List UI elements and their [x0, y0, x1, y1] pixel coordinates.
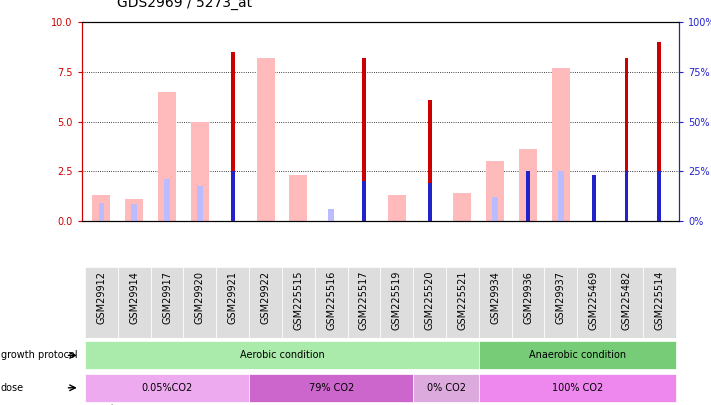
- Bar: [454, 193, 471, 221]
- Text: GSM29921: GSM29921: [228, 271, 237, 324]
- Text: count: count: [87, 404, 115, 405]
- Bar: [492, 197, 498, 221]
- Bar: [380, 267, 413, 338]
- Bar: [592, 175, 596, 221]
- Text: GSM225517: GSM225517: [359, 271, 369, 330]
- Bar: [526, 171, 530, 221]
- Bar: [282, 267, 315, 338]
- Text: dose: dose: [1, 383, 24, 393]
- Bar: [85, 267, 118, 338]
- Text: Aerobic condition: Aerobic condition: [240, 350, 324, 360]
- Bar: [257, 58, 274, 221]
- Bar: [446, 267, 479, 338]
- Bar: [151, 267, 183, 338]
- Bar: [479, 374, 675, 402]
- Bar: [362, 181, 366, 221]
- Text: GSM29936: GSM29936: [523, 271, 533, 324]
- Text: GDS2969 / 5273_at: GDS2969 / 5273_at: [117, 0, 252, 10]
- Bar: [387, 195, 406, 221]
- Text: GSM225482: GSM225482: [621, 271, 631, 330]
- Text: GSM29934: GSM29934: [491, 271, 501, 324]
- Bar: [348, 267, 380, 338]
- Text: GSM225521: GSM225521: [457, 271, 467, 330]
- Text: GSM225516: GSM225516: [326, 271, 336, 330]
- Bar: [164, 179, 170, 221]
- Bar: [118, 267, 151, 338]
- Text: GSM29920: GSM29920: [195, 271, 205, 324]
- Bar: [249, 267, 282, 338]
- Bar: [658, 171, 661, 221]
- Bar: [552, 68, 570, 221]
- Bar: [99, 203, 105, 221]
- Bar: [328, 209, 334, 221]
- Bar: [486, 161, 504, 221]
- Text: GSM225515: GSM225515: [294, 271, 304, 330]
- Bar: [191, 122, 209, 221]
- Bar: [315, 267, 348, 338]
- Bar: [545, 267, 577, 338]
- Bar: [197, 186, 203, 221]
- Text: GSM29922: GSM29922: [260, 271, 270, 324]
- Text: GSM29917: GSM29917: [162, 271, 172, 324]
- Bar: [132, 204, 137, 221]
- Bar: [558, 171, 564, 221]
- Text: 100% CO2: 100% CO2: [552, 383, 603, 393]
- Bar: [519, 149, 537, 221]
- Bar: [577, 267, 610, 338]
- Text: 0% CO2: 0% CO2: [427, 383, 466, 393]
- Bar: [512, 267, 545, 338]
- Bar: [125, 199, 144, 221]
- Bar: [643, 267, 675, 338]
- Text: GSM29912: GSM29912: [97, 271, 107, 324]
- Bar: [216, 267, 249, 338]
- Text: growth protocol: growth protocol: [1, 350, 77, 360]
- Bar: [85, 341, 479, 369]
- Bar: [624, 171, 629, 221]
- Text: GSM225469: GSM225469: [589, 271, 599, 330]
- Bar: [92, 195, 110, 221]
- Text: GSM225519: GSM225519: [392, 271, 402, 330]
- Text: GSM225514: GSM225514: [654, 271, 664, 330]
- Bar: [427, 183, 432, 221]
- Bar: [413, 374, 479, 402]
- Bar: [413, 267, 446, 338]
- Bar: [183, 267, 216, 338]
- Bar: [479, 341, 675, 369]
- Bar: [610, 267, 643, 338]
- Bar: [427, 100, 432, 221]
- Text: GSM29914: GSM29914: [129, 271, 139, 324]
- Text: GSM29937: GSM29937: [556, 271, 566, 324]
- Text: GSM225520: GSM225520: [424, 271, 434, 330]
- Bar: [231, 52, 235, 221]
- Text: Anaerobic condition: Anaerobic condition: [529, 350, 626, 360]
- Bar: [249, 374, 413, 402]
- Bar: [289, 175, 307, 221]
- Bar: [362, 58, 366, 221]
- Bar: [658, 42, 661, 221]
- Bar: [158, 92, 176, 221]
- Text: 0.05%CO2: 0.05%CO2: [141, 383, 193, 393]
- Bar: [85, 374, 249, 402]
- Bar: [624, 58, 629, 221]
- Bar: [231, 171, 235, 221]
- Bar: [479, 267, 512, 338]
- Text: 79% CO2: 79% CO2: [309, 383, 354, 393]
